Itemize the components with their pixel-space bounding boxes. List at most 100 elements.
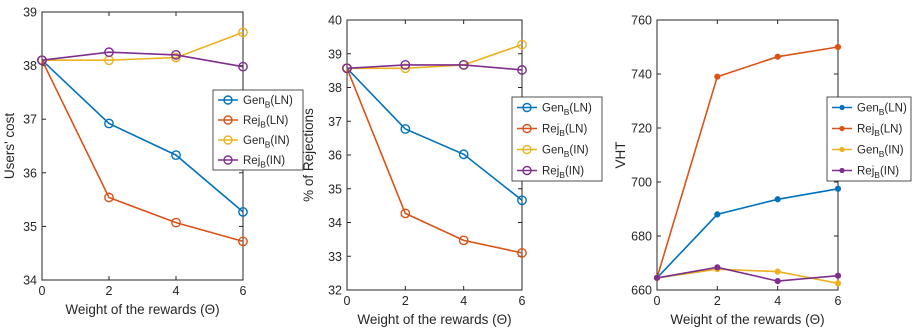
legend-label-suffix: (IN) xyxy=(565,166,584,178)
y-tick-label: 35 xyxy=(23,220,37,234)
chart-panel-1: 0 2 4 6 34 35 36 37 38 39 Weight of the rewards (Θ… xyxy=(2,6,304,317)
legend-label-subscript: B xyxy=(879,107,885,117)
legend-label-4: RejB(IN) xyxy=(243,155,285,170)
y-tick-label: 36 xyxy=(23,166,37,180)
y-axis-label: Users' cost xyxy=(2,113,17,180)
data-point xyxy=(171,52,181,63)
data-point xyxy=(517,195,527,206)
legend-label-2: RejB(LN) xyxy=(243,115,288,130)
legend-swatch-marker xyxy=(839,146,845,153)
series-line-1 xyxy=(656,188,839,279)
series-line-3 xyxy=(347,43,523,70)
series-line-3 xyxy=(42,31,244,62)
y-tick-label: 35 xyxy=(328,182,342,196)
data-point xyxy=(400,59,411,70)
legend-swatch-marker xyxy=(839,167,845,174)
legend-label-name: Gen xyxy=(542,103,564,115)
y-tick-label: 39 xyxy=(328,47,342,61)
data-point xyxy=(774,196,781,203)
legend-label-3: GenB(IN) xyxy=(243,135,290,150)
legend-label-1: GenB(LN) xyxy=(243,95,293,110)
data-point xyxy=(342,63,352,74)
x-tick-label: 0 xyxy=(654,294,661,308)
plot-frame xyxy=(346,19,523,291)
data-point xyxy=(834,272,842,279)
legend: GenB(LN)RejB(LN)GenB(IN)RejB(IN) xyxy=(212,89,304,171)
x-tick-label: 6 xyxy=(240,284,247,298)
legend-label-subscript: B xyxy=(260,120,266,130)
data-point xyxy=(653,274,661,281)
legend-swatch-marker xyxy=(223,115,233,125)
data-point xyxy=(458,235,469,246)
y-tick-label: 720 xyxy=(631,122,652,136)
y-tick-label: 34 xyxy=(328,216,342,230)
legend-label-subscript: B xyxy=(874,128,880,138)
legend-label-suffix: (IN) xyxy=(569,145,588,157)
y-tick-label: 36 xyxy=(328,149,342,163)
series-line-3 xyxy=(656,268,839,285)
data-point xyxy=(714,264,721,271)
legend-label-1: GenB(LN) xyxy=(542,103,592,118)
legend-label-3: GenB(IN) xyxy=(542,145,589,160)
data-point xyxy=(774,268,781,275)
legend-label-subscript: B xyxy=(559,128,565,138)
data-point xyxy=(458,149,469,160)
legend-label-suffix: (LN) xyxy=(270,95,293,107)
data-point xyxy=(238,27,248,38)
y-tick-label: 34 xyxy=(23,274,37,288)
legend-swatch-marker xyxy=(839,125,845,132)
data-point xyxy=(834,185,842,192)
data-point xyxy=(37,55,47,66)
x-tick-label: 6 xyxy=(835,294,842,308)
legend-label-suffix: (IN) xyxy=(266,155,285,167)
legend-label-name: Rej xyxy=(243,155,260,167)
y-tick-label: 740 xyxy=(631,68,652,82)
x-tick-label: 4 xyxy=(460,294,467,308)
legend-label-1: GenB(LN) xyxy=(857,103,907,118)
data-point xyxy=(834,280,842,287)
data-point xyxy=(238,61,248,72)
legend-box xyxy=(826,96,912,182)
legend-label-suffix: (LN) xyxy=(884,103,907,115)
data-point xyxy=(400,124,411,134)
data-point xyxy=(171,217,181,228)
legend-label-suffix: (LN) xyxy=(569,103,592,115)
y-tick-label: 39 xyxy=(23,6,37,20)
x-tick-label: 2 xyxy=(106,284,113,298)
y-tick-label: 38 xyxy=(328,81,342,95)
data-point xyxy=(774,277,781,285)
y-axis-label: VHT xyxy=(613,142,628,169)
series-line-4 xyxy=(656,266,839,282)
y-tick-label: 37 xyxy=(23,113,37,127)
legend-label-name: Rej xyxy=(542,166,559,178)
data-point xyxy=(238,207,248,217)
x-tick-label: 2 xyxy=(714,294,721,308)
data-point xyxy=(171,150,181,161)
y-tick-label: 33 xyxy=(328,250,342,264)
legend-label-2: RejB(LN) xyxy=(542,124,587,139)
x-tick-label: 0 xyxy=(39,284,46,298)
data-point xyxy=(458,59,469,70)
data-point xyxy=(517,39,527,50)
series-line-4 xyxy=(346,64,523,71)
legend-label-name: Gen xyxy=(857,103,879,115)
data-point xyxy=(400,208,411,219)
legend-label-name: Gen xyxy=(542,145,564,157)
legend-label-name: Gen xyxy=(243,95,265,107)
legend-label-name: Gen xyxy=(857,145,879,157)
chart-panel-3: 0 2 4 6 660 680 700 720 740 760 Weight of the rewa… xyxy=(613,14,912,327)
legend-label-suffix: (IN) xyxy=(270,135,289,147)
data-point xyxy=(238,236,248,247)
series-line-2 xyxy=(41,59,244,243)
legend-label-4: RejB(IN) xyxy=(857,166,899,181)
legend-label-subscript: B xyxy=(874,170,880,180)
legend-label-subscript: B xyxy=(564,107,570,117)
legend-label-subscript: B xyxy=(260,160,266,170)
legend-swatch-marker xyxy=(223,155,233,165)
legend-label-suffix: (LN) xyxy=(266,115,289,127)
legend-label-2: RejB(LN) xyxy=(857,124,902,139)
y-tick-label: 38 xyxy=(23,59,37,73)
data-point xyxy=(400,63,411,74)
series-line-4 xyxy=(41,51,244,68)
data-point xyxy=(517,65,527,75)
